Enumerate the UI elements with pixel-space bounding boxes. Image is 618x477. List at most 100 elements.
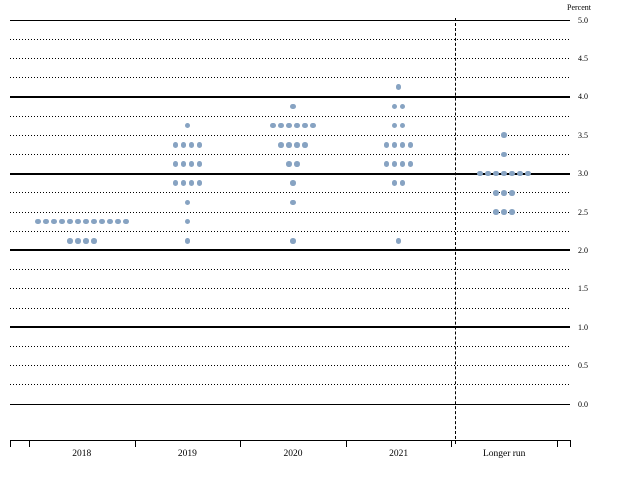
gridline-dotted [10, 269, 570, 271]
projection-dot [286, 122, 292, 129]
projection-dot [391, 142, 398, 148]
gridline-solid [10, 19, 570, 21]
projection-dot [286, 161, 292, 167]
projection-dot [75, 218, 81, 225]
projection-dot [399, 103, 406, 110]
projection-dot [172, 142, 179, 148]
gridline-dotted [10, 115, 570, 117]
projection-dot [115, 218, 121, 225]
projection-dot [290, 103, 296, 110]
projection-dot [399, 180, 406, 186]
gridline-dotted [10, 288, 570, 290]
projection-dot [294, 161, 300, 167]
x-axis-tick [451, 440, 453, 447]
projection-dot [67, 238, 73, 244]
projection-dot [67, 218, 73, 225]
gridline-solid [10, 403, 570, 405]
projection-dot [294, 122, 300, 129]
gridline-dotted [10, 134, 570, 136]
projection-dot [501, 132, 507, 138]
projection-dot [485, 170, 491, 177]
y-tick-label: 5.0 [578, 15, 588, 25]
projection-dot [123, 218, 129, 225]
projection-dot [310, 122, 316, 129]
gridline-dotted [10, 384, 570, 386]
projection-dot [180, 180, 187, 186]
gridline-dotted [10, 345, 570, 347]
gridline-solid [10, 95, 570, 98]
gridline-dotted [10, 57, 570, 59]
projection-dot [395, 84, 402, 90]
projection-dot [91, 238, 97, 244]
x-axis [10, 440, 570, 441]
x-category-label: 2018 [72, 449, 92, 459]
y-tick-label: 2.0 [578, 245, 588, 255]
x-axis-tick [134, 440, 136, 447]
y-tick-label: 4.0 [578, 92, 588, 102]
projection-dot [509, 170, 515, 177]
x-axis-tick [10, 440, 11, 447]
projection-dot [196, 180, 203, 186]
projection-dot [383, 161, 390, 167]
projection-dot [391, 103, 398, 110]
y-tick-label: 0.0 [578, 399, 588, 409]
projection-dot [501, 151, 507, 158]
projection-dot [391, 161, 398, 167]
projection-dot [188, 180, 195, 186]
projection-dot [172, 161, 179, 167]
y-tick-label: 3.0 [578, 169, 588, 179]
projection-dot [107, 218, 113, 225]
projection-dot [302, 142, 308, 148]
projection-dot [188, 161, 195, 167]
y-tick-label: 1.0 [578, 322, 588, 332]
projection-dot [302, 122, 308, 129]
projection-dot [278, 142, 284, 148]
x-category-label: 2020 [283, 449, 303, 459]
projection-dot [286, 142, 292, 148]
projection-dot [196, 142, 203, 148]
gridline-dotted [10, 153, 570, 155]
gridline-dotted [10, 365, 570, 367]
gridline-solid [10, 326, 570, 329]
projection-dot [509, 209, 515, 215]
projection-dot [196, 161, 203, 167]
x-category-label: Longer run [482, 449, 526, 459]
projection-dot [184, 238, 191, 244]
projection-dot [517, 170, 523, 177]
y-tick-label: 3.5 [578, 130, 588, 140]
projection-dot [395, 238, 402, 244]
projection-dot [184, 218, 191, 225]
projection-dot [35, 218, 41, 225]
projection-dot [75, 238, 81, 244]
y-tick-label: 1.5 [578, 284, 588, 294]
projection-dot [501, 170, 507, 177]
projection-dot [501, 209, 507, 215]
projection-dot [188, 142, 195, 148]
projection-dot [391, 180, 398, 186]
gridline-dotted [10, 211, 570, 213]
gridline-dotted [10, 77, 570, 79]
projection-dot [290, 199, 296, 206]
y-tick-label: 2.5 [578, 207, 588, 217]
gridline-solid [10, 172, 570, 175]
gridline-dotted [10, 38, 570, 40]
gridline-dotted [10, 307, 570, 309]
projection-dot [290, 180, 296, 186]
projection-dot [399, 142, 406, 148]
y-tick-label: 4.5 [578, 53, 588, 63]
x-axis-tick [570, 440, 571, 447]
x-axis-tick [29, 440, 30, 447]
projection-dot [493, 190, 499, 196]
projection-dot [83, 238, 89, 244]
gridline-dotted [10, 230, 570, 232]
y-axis-unit-label: Percent [567, 3, 591, 12]
x-axis-tick [345, 440, 347, 447]
x-category-label: 2021 [389, 449, 409, 459]
projection-dot [294, 142, 300, 148]
x-axis-tick [557, 440, 558, 447]
projection-dot [83, 218, 89, 225]
projection-dot [383, 142, 390, 148]
projection-dot [99, 218, 105, 225]
longer-run-separator [455, 18, 457, 444]
